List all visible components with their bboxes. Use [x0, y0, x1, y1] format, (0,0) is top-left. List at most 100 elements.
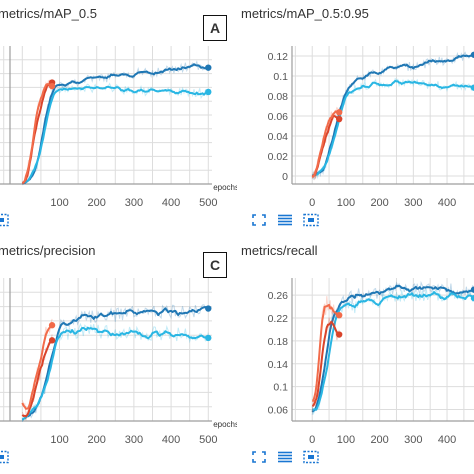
series-end-point: [205, 64, 212, 71]
chart-title: metrics/recall: [241, 243, 318, 258]
series-raw-line: [311, 280, 474, 415]
y-tick-label: 0.26: [268, 290, 289, 302]
expand-chart-icon[interactable]: [302, 450, 320, 464]
x-tick-label: 300: [404, 197, 422, 209]
y-tick-label: 0.08: [268, 91, 289, 103]
fit-domain-icon[interactable]: [250, 450, 268, 464]
chart-panel-map50: metrics/mAP_0.5 A 100 200 300 400 500 epochs: [0, 0, 237, 237]
series-line: [21, 83, 53, 184]
y-tick-label: 0.22: [268, 313, 289, 325]
series-end-point: [335, 331, 343, 338]
series-end-point: [48, 82, 56, 90]
series-line: [21, 326, 209, 421]
chart-panel-precision: metrics/precision C 100 200 300 400 500 epoch…: [0, 237, 237, 474]
expand-chart-icon-glyph: [303, 450, 319, 464]
panel-label-a: A: [203, 15, 227, 41]
series-end-point: [335, 109, 343, 116]
toggle-log-scale-icon[interactable]: [276, 213, 294, 227]
chart-panel-map50-95: metrics/mAP_0.5:0.95 0 0.02 0.04 0.06 0.08 0.…: [237, 0, 474, 237]
y-tick-label: 0.04: [268, 131, 289, 143]
series-end-point: [205, 88, 212, 96]
fit-domain-icon[interactable]: [250, 213, 268, 227]
y-tick-label: 0.1: [273, 382, 288, 394]
x-tick-label: 300: [125, 434, 143, 446]
expand-chart-icon[interactable]: [0, 213, 10, 227]
x-tick-label: 400: [438, 197, 456, 209]
series-end-point: [470, 294, 474, 302]
y-tick-label: 0.1: [273, 71, 288, 83]
expand-chart-icon[interactable]: [302, 213, 320, 227]
x-tick-label: 500: [199, 434, 217, 446]
y-tick-label: 0.14: [268, 359, 289, 371]
expand-chart-icon-glyph: [0, 450, 9, 464]
series-line: [311, 110, 340, 178]
x-tick-label: 300: [404, 434, 422, 446]
toggle-log-scale-icon-glyph: [278, 214, 292, 226]
chart-toolbar: [0, 213, 10, 227]
grid: [292, 46, 474, 184]
x-tick-label: 100: [50, 434, 68, 446]
chart-toolbar: [250, 213, 320, 227]
panel-label-c: C: [203, 252, 227, 278]
series-line: [311, 320, 340, 407]
x-tick-label: 500: [199, 197, 217, 209]
series-line: [312, 303, 340, 402]
chart-toolbar: [250, 450, 320, 464]
fit-domain-icon-glyph: [252, 451, 266, 463]
series-end-point: [335, 311, 343, 319]
x-tick-label: 0: [309, 434, 315, 446]
x-axis-label: epochs: [213, 183, 237, 192]
x-tick-label: 200: [88, 197, 106, 209]
chart-toolbar: [0, 450, 10, 464]
series-line: [311, 284, 474, 413]
series-line: [22, 81, 53, 184]
series-line: [21, 324, 53, 410]
y-tick-label: 0.06: [268, 111, 289, 123]
chart-title: metrics/mAP_0.5:0.95: [241, 6, 369, 21]
series-end-point: [470, 84, 474, 91]
series-end-point: [48, 337, 56, 344]
expand-chart-icon-glyph: [0, 213, 9, 227]
x-tick-label: 400: [162, 197, 180, 209]
x-tick-label: 100: [337, 434, 355, 446]
series-line: [311, 79, 474, 177]
chart-plot: 100 200 300 400 500 epochs: [0, 46, 237, 209]
series-raw-line: [311, 288, 474, 416]
chart-title: metrics/precision: [0, 243, 96, 258]
series-end-point: [205, 334, 212, 342]
x-tick-label: 400: [162, 434, 180, 446]
chart-plot: 100 200 300 400 500 epochs: [0, 278, 237, 446]
chart-plot: 0.06 0.1 0.14 0.18 0.22 0.26 0 100 200 300 400: [268, 278, 474, 446]
series-end-point: [470, 286, 474, 293]
series-end-point: [470, 51, 474, 58]
toggle-log-scale-icon[interactable]: [276, 450, 294, 464]
y-tick-label: 0: [282, 171, 288, 183]
series-end-point: [48, 322, 56, 329]
chart-title: metrics/mAP_0.5: [0, 6, 97, 21]
toggle-log-scale-icon-glyph: [278, 451, 292, 463]
x-tick-label: 200: [370, 434, 388, 446]
series-end-point: [335, 115, 343, 123]
series-line: [21, 339, 53, 418]
x-tick-label: 200: [88, 434, 106, 446]
chart-plot: 0 0.02 0.04 0.06 0.08 0.1 0.12 0 100 200 300 400: [268, 46, 474, 209]
expand-chart-icon-glyph: [303, 213, 319, 227]
x-tick-label: 400: [438, 434, 456, 446]
series-line: [311, 291, 474, 411]
y-tick-label: 0.18: [268, 336, 289, 348]
x-tick-label: 0: [309, 197, 315, 209]
fit-domain-icon-glyph: [252, 214, 266, 226]
series-raw-line: [21, 318, 53, 416]
y-tick-label: 0.02: [268, 151, 289, 163]
x-tick-label: 200: [370, 197, 388, 209]
chart-panel-recall: metrics/recall 0.06 0.1 0.14 0.18 0.22 0.26 0 1…: [237, 237, 474, 474]
series-line: [21, 63, 209, 185]
x-tick-label: 100: [50, 197, 68, 209]
y-tick-label: 0.12: [268, 51, 289, 63]
x-tick-label: 100: [337, 197, 355, 209]
series-line: [22, 85, 209, 184]
x-tick-label: 300: [125, 197, 143, 209]
expand-chart-icon[interactable]: [0, 450, 10, 464]
x-axis-label: epochs: [213, 420, 237, 429]
series-end-point: [205, 305, 212, 312]
